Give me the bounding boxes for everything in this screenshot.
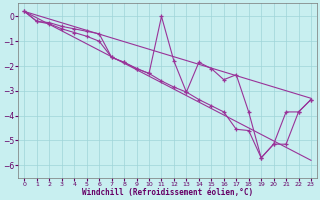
X-axis label: Windchill (Refroidissement éolien,°C): Windchill (Refroidissement éolien,°C)	[82, 188, 253, 197]
